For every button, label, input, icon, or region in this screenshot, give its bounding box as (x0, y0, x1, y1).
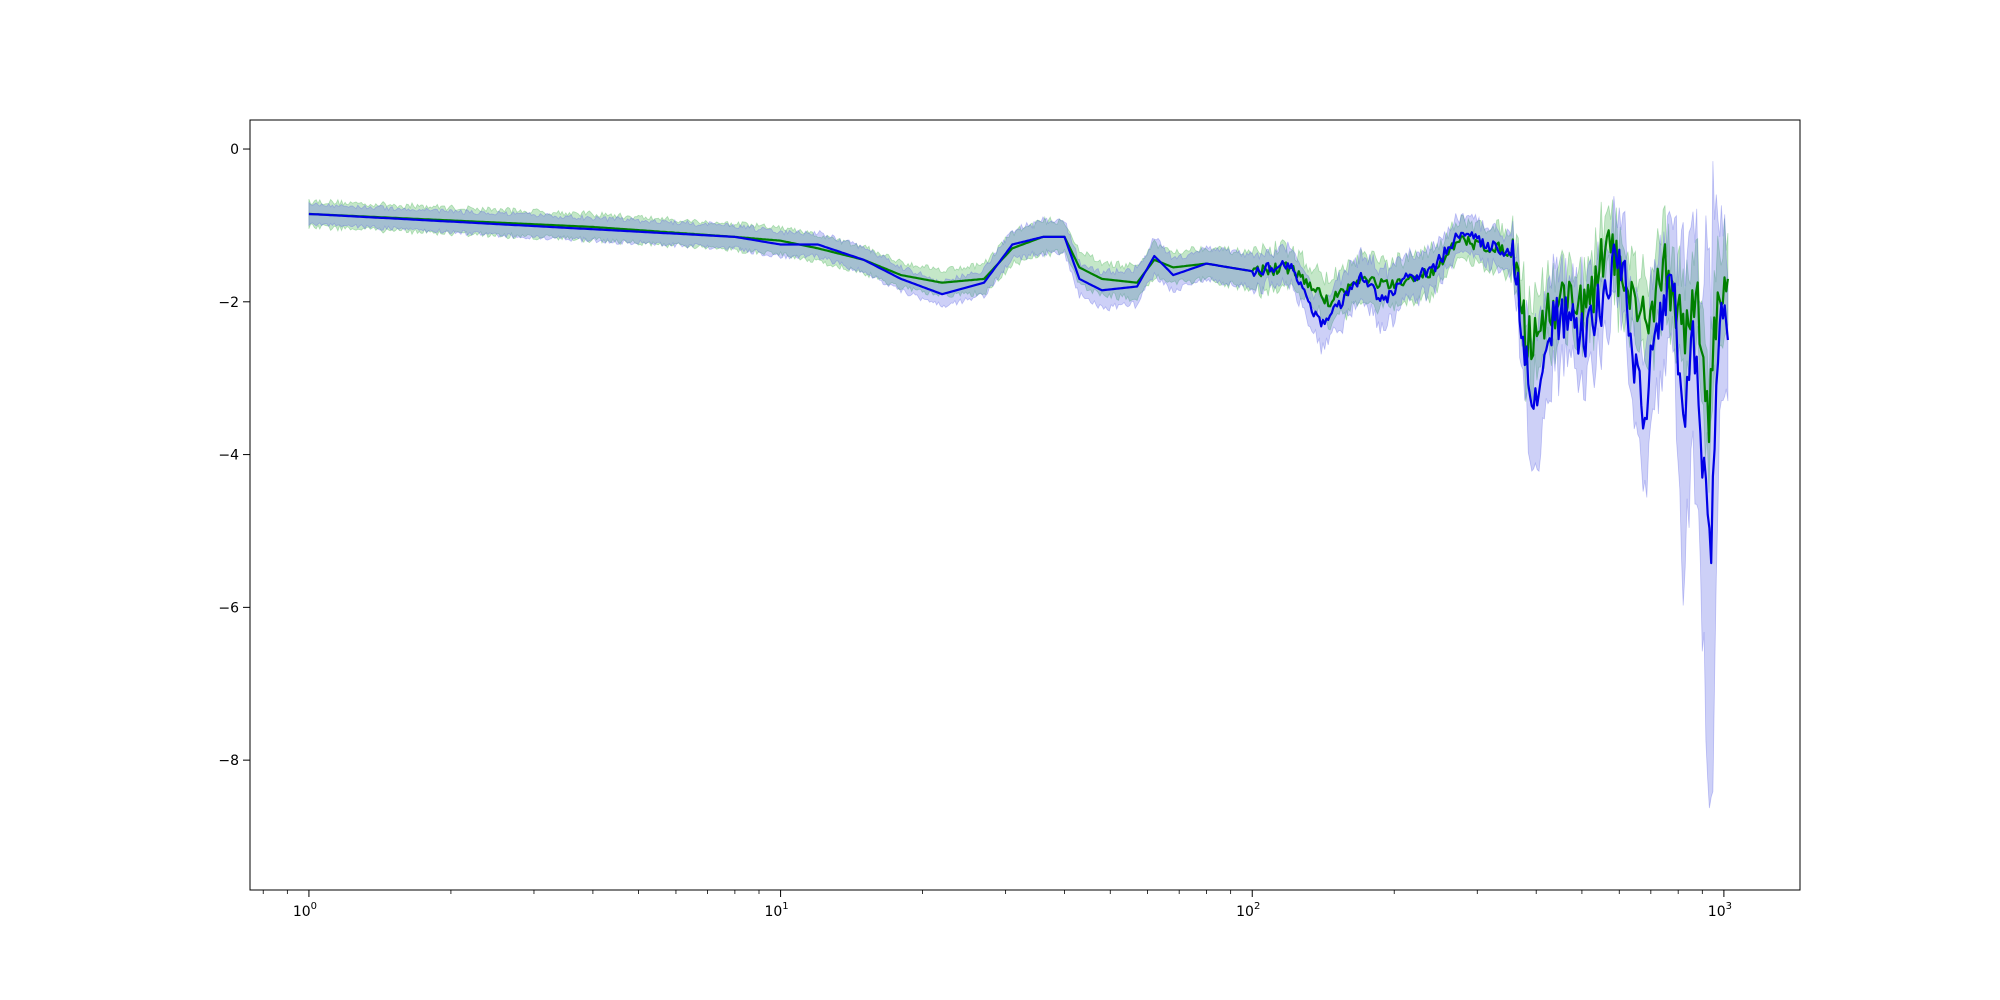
series-1-band (308, 198, 1729, 493)
x-axis: 100 101 102 103 (262, 890, 1732, 920)
y-tick-label: −6 (218, 600, 239, 616)
x-tick-label: 101 (764, 901, 788, 920)
confidence-bands (308, 161, 1729, 809)
plot-frame (249, 119, 1801, 891)
y-tick-label: −4 (218, 448, 239, 464)
series-2-band (308, 161, 1729, 809)
y-tick-label: −2 (218, 295, 239, 311)
y-axis: 0 −2 −4 −6 −8 (218, 142, 250, 769)
series-lines (308, 212, 1729, 565)
x-tick-label: 102 (1236, 901, 1260, 920)
y-tick-label: −8 (218, 753, 239, 769)
x-tick-label: 103 (1708, 901, 1732, 920)
series-2-line (308, 212, 1729, 565)
y-tick-label: 0 (230, 142, 239, 158)
x-tick-label: 100 (293, 901, 317, 920)
